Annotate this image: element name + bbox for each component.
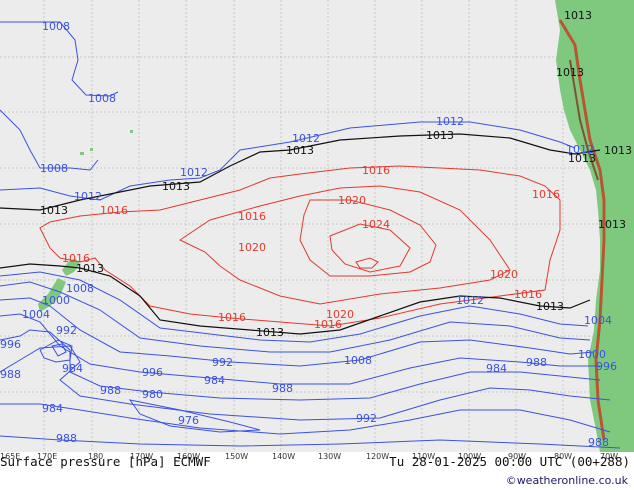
lon-tick: 165E [0, 452, 20, 461]
isobar-label: 988 [588, 436, 609, 449]
isobar-label: 1008 [344, 354, 372, 367]
isobar-label: 1013 [162, 180, 190, 193]
isobar-label: 1020 [238, 241, 266, 254]
isobar-label: 984 [42, 402, 63, 415]
isobar-label: 1008 [66, 282, 94, 295]
lon-tick: 100W [458, 452, 481, 461]
isobar-label: 1012 [292, 132, 320, 145]
isobars-high [39, 165, 561, 327]
south-america-landmass [555, 0, 634, 452]
isobar-label: 1012 [180, 166, 208, 179]
isobar-label: 1008 [40, 162, 68, 175]
isobar-label: 1016 [514, 288, 542, 301]
isobar-label: 1024 [362, 218, 390, 231]
lon-tick: 140W [272, 452, 295, 461]
isobar-label: 1013 [598, 218, 626, 231]
lon-ticks: 165E 170E 180 170W 160W 150W 140W 130W 1… [0, 452, 618, 461]
isobar-label: 996 [596, 360, 617, 373]
isobar-labels: 1008 1008 1008 1012 1012 1012 1012 1012 … [0, 9, 632, 449]
lon-tick: 170W [130, 452, 153, 461]
isobar-label: 988 [526, 356, 547, 369]
isobar-label: 1000 [42, 294, 70, 307]
isobar-label: 1013 [556, 66, 584, 79]
isobar-label: 988 [0, 368, 21, 381]
isobar-label: 1013 [536, 300, 564, 313]
footer-bar [0, 452, 634, 490]
isobar-label: 1008 [42, 20, 70, 33]
isobar-label: 980 [142, 388, 163, 401]
isobar-label: 1013 [568, 152, 596, 165]
ocean-background [0, 0, 634, 452]
isobar-label: 1016 [238, 210, 266, 223]
isobar-label: 1016 [100, 204, 128, 217]
isobar-label: 1016 [218, 311, 246, 324]
isobars-south [0, 271, 621, 449]
isobar-label: 996 [0, 338, 21, 351]
isobar-label: 1012 [436, 115, 464, 128]
isobar-label: 1020 [326, 308, 354, 321]
isobar-label: 988 [100, 384, 121, 397]
credit-text: ©weatheronline.co.uk [506, 474, 629, 487]
isobar-label: 1004 [22, 308, 50, 321]
isobar-label: 1020 [490, 268, 518, 281]
lon-tick: 170E [37, 452, 57, 461]
lon-tick: 80W [554, 452, 572, 461]
isobar-label: 996 [142, 366, 163, 379]
isobar-label: 1013 [286, 144, 314, 157]
isobar-label: 1013 [40, 204, 68, 217]
isobar-label: 1013 [426, 129, 454, 142]
pacific-islands [80, 130, 133, 155]
isobar-label: 1016 [314, 318, 342, 331]
lon-tick: 120W [366, 452, 389, 461]
lon-tick: 70W [600, 452, 618, 461]
isobar-label: 988 [56, 432, 77, 445]
lon-tick: 160W [177, 452, 200, 461]
isobar-label: 1020 [338, 194, 366, 207]
isobar-label: 1013 [76, 262, 104, 275]
isobar-label: 976 [178, 414, 199, 427]
isobar-label: 1013 [604, 144, 632, 157]
isobar-label: 992 [356, 412, 377, 425]
lon-tick: 150W [225, 452, 248, 461]
lon-tick: 130W [318, 452, 341, 461]
lon-tick: 180 [88, 452, 103, 461]
map-title: Surface pressure [hPa] ECMWF [0, 454, 211, 469]
isobar-label: 1008 [88, 92, 116, 105]
isobar-label: 1013 [256, 326, 284, 339]
isobar-label: 1016 [532, 188, 560, 201]
isobar-label: 992 [212, 356, 233, 369]
isobar-label: 1016 [362, 164, 390, 177]
isobar-label: 1013 [564, 9, 592, 22]
isobar-label: 1012 [74, 190, 102, 203]
isobar-label: 984 [204, 374, 225, 387]
isobar-label: 1000 [578, 348, 606, 361]
isobar-label: 984 [486, 362, 507, 375]
isobar-label: 992 [56, 324, 77, 337]
isobar-label: 1004 [584, 314, 612, 327]
isobars-north [0, 21, 601, 211]
lon-tick: 110W [412, 452, 435, 461]
isobar-label: 984 [62, 362, 83, 375]
map-valid-time: Tu 28-01-2025 00:00 UTC (00+288) [389, 454, 630, 469]
isobar-label: 1012 [456, 294, 484, 307]
isobar-label: 1016 [62, 252, 90, 265]
isobar-label: 1012 [566, 143, 594, 156]
isobar-label: 988 [272, 382, 293, 395]
lon-tick: 90W [508, 452, 526, 461]
isobar-1013-south [0, 263, 591, 335]
